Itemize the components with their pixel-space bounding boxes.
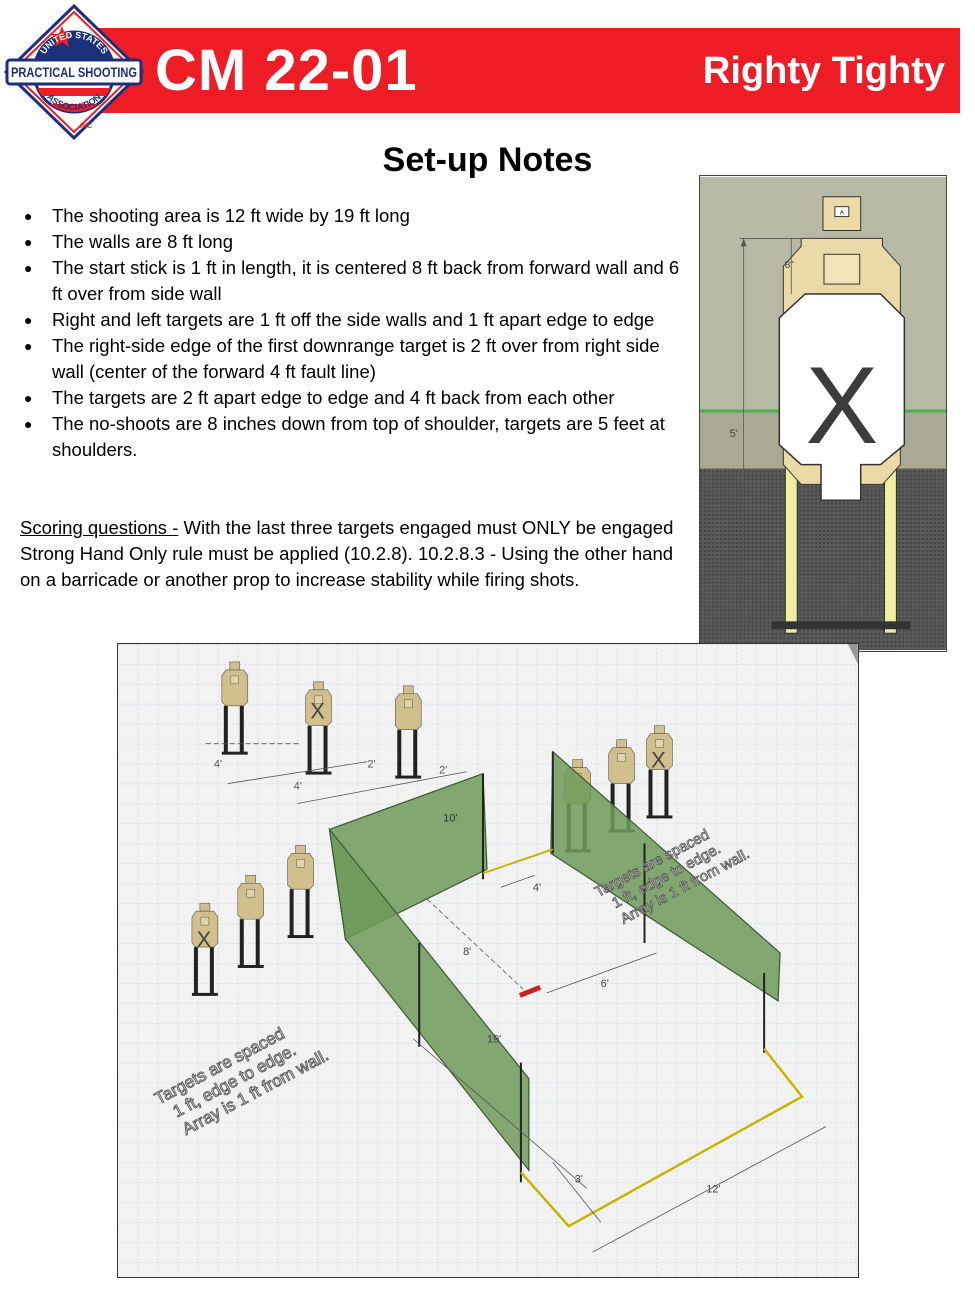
scoring-text: With the last three targets engaged must… [20,517,674,590]
dim-3: 3' [575,1173,583,1185]
uspsa-logo: UNITED STATES PRACTICAL SHOOTING ASSOCIA… [4,4,144,140]
dim-4-left: 4' [214,759,222,771]
stage-name: Righty Tighty [702,50,945,92]
dim-4-fault: 4' [533,882,541,894]
logo-corner-text: INC [80,123,92,130]
small-mark: A [840,211,844,217]
logo-middle-text: PRACTICAL SHOOTING [11,64,137,80]
no-shoot-mark: X [805,345,878,467]
no-shoot-mark: X [310,699,325,724]
dim-19: 19' [487,1034,501,1046]
shooting-area-boundary [519,1047,804,1228]
dim-height: 5' [730,428,738,440]
list-item: ● The shooting area is 12 ft wide by 19 f… [24,205,410,226]
a-zone [823,253,861,285]
list-item: ● Right and left targets are 1 ft off the… [24,309,655,330]
left-side-wall [328,827,530,1173]
dim-6: 6' [601,978,609,990]
no-shoot-mark: X [651,748,666,773]
note-text: The walls are 8 ft long [52,231,233,252]
no-shoot-target [778,293,906,502]
right-side-wall [550,750,781,1002]
list-item: ● The targets are 2 ft apart edge to edge… [24,387,615,408]
dim-10: 10' [443,812,457,824]
stage-layout-figure: X 4' 4' 2' 2' 10' X 4' 8' 6' 19' 3' 12' … [117,643,859,1278]
header-bar [75,28,960,113]
dim-4-mid: 4' [294,781,302,793]
dim-8: 8' [463,946,471,958]
dim-2-mid: 2' [367,759,375,771]
note-text: The start stick is 1 ft in length, it is… [52,257,680,304]
dim-12: 12' [706,1183,720,1195]
stand-base [771,621,911,630]
dim-2-right: 2' [439,765,447,777]
list-item: ● The start stick is 1 ft in length, it i… [24,257,680,304]
list-item: ● The walls are 8 ft long [24,231,233,252]
document-id: CM 22-01 [155,38,418,103]
note-text: Right and left targets are 1 ft off the … [52,309,655,330]
start-stick [518,984,542,998]
note-text: The no-shoots are 8 inches down from top… [52,413,665,460]
dim-no-shoot: 8" [785,260,795,271]
setup-notes-list: ● The shooting area is 12 ft wide by 19 f… [20,203,685,463]
scoring-questions: Scoring questions - With the last three … [20,515,685,593]
note-text: The targets are 2 ft apart edge to edge … [52,387,615,408]
note-text: The shooting area is 12 ft wide by 19 ft… [52,205,410,226]
list-item: ● The right-side edge of the first downra… [24,335,660,382]
note-text: The right-side edge of the first downran… [52,335,660,382]
scoring-label: Scoring questions - [20,517,179,538]
target-detail-figure: A X 5' 8" [699,175,947,652]
list-item: ● The no-shoots are 8 inches down from to… [24,413,665,460]
section-title: Set-up Notes [382,141,593,179]
no-shoot-mark: X [197,927,212,952]
